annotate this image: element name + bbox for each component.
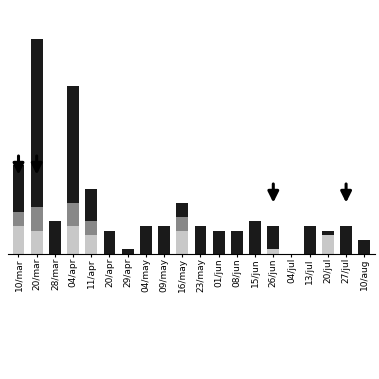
Bar — [85, 221, 97, 235]
Bar — [213, 230, 225, 254]
Bar — [13, 212, 24, 226]
Bar — [13, 165, 24, 212]
Bar — [140, 226, 152, 254]
Bar — [304, 226, 316, 254]
Bar — [13, 226, 24, 254]
Bar — [176, 230, 188, 254]
Bar — [67, 226, 79, 254]
Bar — [322, 230, 334, 235]
Bar — [49, 221, 61, 254]
Bar — [122, 249, 134, 254]
Bar — [340, 226, 352, 254]
Bar — [85, 189, 97, 221]
Bar — [103, 230, 116, 254]
Bar — [249, 221, 261, 254]
Bar — [158, 226, 170, 254]
Bar — [31, 230, 42, 254]
Bar — [31, 207, 42, 230]
Bar — [322, 235, 334, 254]
Bar — [231, 230, 243, 254]
Bar — [359, 240, 370, 254]
Bar — [267, 226, 279, 249]
Bar — [31, 39, 42, 207]
Bar — [176, 217, 188, 230]
Bar — [67, 203, 79, 226]
Bar — [267, 249, 279, 254]
Bar — [85, 235, 97, 254]
Bar — [67, 86, 79, 203]
Bar — [194, 226, 207, 254]
Bar — [176, 203, 188, 217]
